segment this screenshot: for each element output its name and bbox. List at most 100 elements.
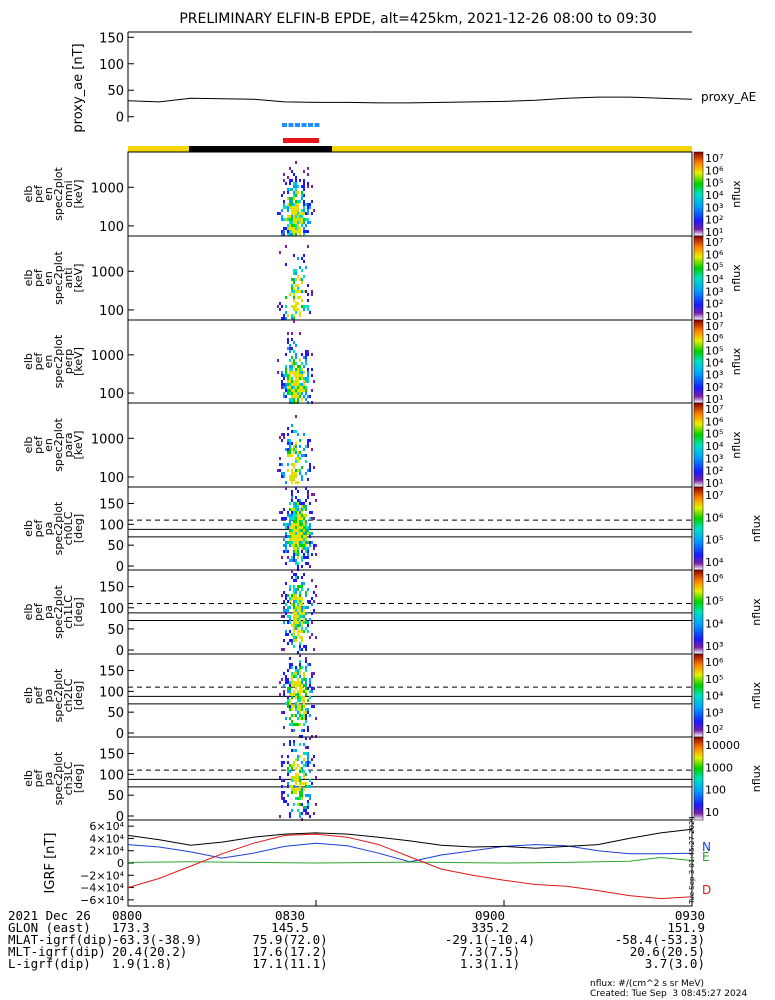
energy-heatmap-cell xyxy=(293,194,295,197)
pa-heatmap-cell xyxy=(301,576,303,579)
pa-heatmap-cell xyxy=(303,630,305,633)
pa-ytick-label: 100 xyxy=(99,685,124,700)
energy-heatmap-cell xyxy=(291,481,293,484)
pa-heatmap-cell xyxy=(301,794,303,797)
energy-heatmap-cell xyxy=(303,206,305,209)
pa-heatmap-cell xyxy=(295,669,297,672)
pa-heatmap-cell xyxy=(297,803,299,806)
energy-heatmap-cell xyxy=(291,200,293,203)
pa-heatmap-cell xyxy=(305,809,307,812)
pa-heatmap-cell xyxy=(301,717,303,720)
pa-heatmap-cell xyxy=(301,538,303,541)
energy-heatmap-cell xyxy=(281,317,283,320)
pa-heatmap-cell xyxy=(297,544,299,547)
pa-heatmap-cell xyxy=(293,779,295,782)
pa-heatmap-cell xyxy=(293,514,295,517)
energy-heatmap-cell xyxy=(303,188,305,191)
pa-heatmap-cell xyxy=(293,541,295,544)
ae-ytick-label: 0 xyxy=(116,111,124,126)
pa-heatmap-cell xyxy=(309,535,311,538)
energy-heatmap-cell xyxy=(291,290,293,293)
pa-heatmap-cell xyxy=(307,794,309,797)
pa-heatmap-cell xyxy=(299,779,301,782)
energy-heatmap-cell xyxy=(289,233,291,236)
energy-heatmap-cell xyxy=(295,227,297,230)
pa-heatmap-cell xyxy=(283,690,285,693)
energy-heatmap-cell xyxy=(307,380,309,383)
energy-heatmap-cell xyxy=(295,368,297,371)
energy-heatmap-cell xyxy=(303,383,305,386)
pa-heatmap-cell xyxy=(299,532,301,535)
pa-heatmap-cell xyxy=(309,785,311,788)
pa-heatmap-cell xyxy=(299,606,301,609)
pa-heatmap-cell xyxy=(299,723,301,726)
pa-heatmap-cell xyxy=(291,576,293,579)
energy-ytick-label: 100 xyxy=(99,304,124,319)
pa-heatmap-cell xyxy=(287,621,289,624)
pa-heatmap-cell xyxy=(297,624,299,627)
pa-heatmap-cell xyxy=(303,606,305,609)
pa-heatmap-cell xyxy=(279,681,281,684)
energy-heatmap-cell xyxy=(293,182,295,185)
energy-panel-ylabel: en xyxy=(42,187,55,201)
energy-heatmap-cell xyxy=(295,200,297,203)
energy-panel-ylabel: anti xyxy=(62,267,75,288)
energy-heatmap-cell xyxy=(291,287,293,290)
pa-heatmap-cell xyxy=(283,761,285,764)
pa-heatmap-cell xyxy=(307,493,309,496)
energy-heatmap-cell xyxy=(301,454,303,457)
energy-panel-ylabel: pef xyxy=(32,352,45,371)
energy-heatmap-cell xyxy=(295,209,297,212)
pa-heatmap-cell xyxy=(291,708,293,711)
energy-heatmap-cell xyxy=(295,395,297,398)
pa-heatmap-cell xyxy=(293,764,295,767)
energy-heatmap-cell xyxy=(295,457,297,460)
energy-heatmap-cell xyxy=(307,371,309,374)
pa-heatmap-cell xyxy=(305,785,307,788)
pa-heatmap-cell xyxy=(301,678,303,681)
pa-heatmap-cell xyxy=(299,812,301,815)
pa-heatmap-cell xyxy=(313,591,315,594)
energy-heatmap-cell xyxy=(307,350,309,353)
energy-heatmap-cell xyxy=(291,212,293,215)
energy-heatmap-cell xyxy=(299,383,301,386)
pa-heatmap-cell xyxy=(305,693,307,696)
pa-heatmap-cell xyxy=(289,740,291,743)
pa-heatmap-cell xyxy=(295,562,297,565)
pa-heatmap-cell xyxy=(297,788,299,791)
energy-heatmap-cell xyxy=(293,320,295,323)
pa-heatmap-cell xyxy=(279,511,281,514)
energy-heatmap-cell xyxy=(301,383,303,386)
pa-panel-ylabel: pef xyxy=(32,769,45,788)
energy-heatmap-cell xyxy=(299,233,301,236)
pa-colorbar xyxy=(693,736,704,821)
energy-heatmap-cell xyxy=(303,212,305,215)
pa-heatmap-cell xyxy=(281,779,283,782)
energy-heatmap-cell xyxy=(301,398,303,401)
energy-heatmap-cell xyxy=(281,371,283,374)
pa-colorbar-tick: 10⁶ xyxy=(705,572,724,585)
pa-panel-ylabel: ch1LC xyxy=(62,595,75,629)
pa-ytick-label: 150 xyxy=(99,748,124,763)
pa-heatmap-cell xyxy=(289,687,291,690)
pa-heatmap-cell xyxy=(293,743,295,746)
pa-heatmap-cell xyxy=(281,794,283,797)
pa-heatmap-cell xyxy=(297,669,299,672)
energy-heatmap-cell xyxy=(295,284,297,287)
pa-heatmap-cell xyxy=(295,487,297,490)
energy-heatmap-cell xyxy=(295,176,297,179)
pa-heatmap-cell xyxy=(295,639,297,642)
energy-heatmap-cell xyxy=(295,389,297,392)
ae-ytick-label: 150 xyxy=(99,31,124,46)
pa-heatmap-cell xyxy=(297,523,299,526)
energy-heatmap-cell xyxy=(299,457,301,460)
energy-heatmap-cell xyxy=(287,227,289,230)
pa-heatmap-cell xyxy=(311,621,313,624)
pa-heatmap-cell xyxy=(303,752,305,755)
pa-heatmap-cell xyxy=(307,726,309,729)
pa-heatmap-cell xyxy=(283,672,285,675)
pa-heatmap-cell xyxy=(295,550,297,553)
pa-heatmap-cell xyxy=(303,532,305,535)
energy-heatmap-cell xyxy=(283,191,285,194)
energy-heatmap-cell xyxy=(307,221,309,224)
